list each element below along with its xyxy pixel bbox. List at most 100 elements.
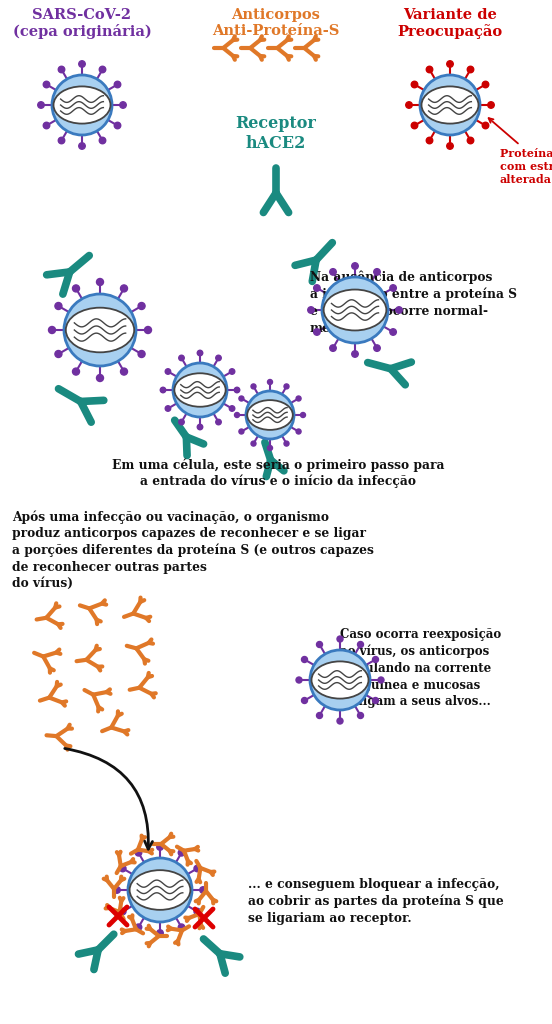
Circle shape bbox=[79, 142, 85, 150]
Circle shape bbox=[229, 406, 235, 412]
Circle shape bbox=[157, 930, 163, 936]
Circle shape bbox=[99, 137, 106, 143]
Circle shape bbox=[178, 850, 185, 856]
Text: Variante de
Preocupação: Variante de Preocupação bbox=[397, 8, 502, 39]
Circle shape bbox=[201, 441, 206, 446]
Circle shape bbox=[89, 420, 93, 425]
Text: Em uma célula, este seria o primeiro passo para
a entrada do vírus e o início da: Em uma célula, este seria o primeiro pas… bbox=[112, 458, 444, 488]
Ellipse shape bbox=[247, 400, 293, 430]
Ellipse shape bbox=[174, 374, 226, 407]
Circle shape bbox=[49, 327, 56, 334]
Text: Anticorpos
Anti-Proteína-S: Anticorpos Anti-Proteína-S bbox=[213, 8, 339, 38]
Circle shape bbox=[337, 718, 343, 724]
Circle shape bbox=[114, 122, 121, 129]
Text: Na ausência de anticorpos
a interação entre a proteína S
e a hACE2 ocorre normal: Na ausência de anticorpos a interação en… bbox=[310, 270, 517, 335]
Circle shape bbox=[447, 60, 453, 68]
Circle shape bbox=[411, 81, 418, 88]
Circle shape bbox=[97, 375, 104, 382]
Circle shape bbox=[138, 350, 145, 357]
Circle shape bbox=[352, 263, 358, 269]
Text: Receptor
hACE2: Receptor hACE2 bbox=[236, 115, 316, 152]
Circle shape bbox=[310, 280, 315, 284]
Ellipse shape bbox=[54, 86, 110, 124]
Circle shape bbox=[120, 285, 128, 292]
Ellipse shape bbox=[323, 290, 386, 331]
Circle shape bbox=[352, 351, 358, 357]
Circle shape bbox=[55, 350, 62, 357]
Circle shape bbox=[43, 122, 50, 129]
Circle shape bbox=[179, 419, 184, 425]
Circle shape bbox=[330, 268, 336, 275]
Circle shape bbox=[138, 302, 145, 309]
Circle shape bbox=[316, 713, 322, 719]
Circle shape bbox=[145, 327, 151, 334]
Circle shape bbox=[76, 951, 81, 956]
Circle shape bbox=[197, 424, 203, 430]
Circle shape bbox=[373, 697, 379, 703]
Circle shape bbox=[234, 387, 240, 393]
Circle shape bbox=[374, 268, 380, 275]
Circle shape bbox=[301, 697, 307, 703]
Text: Caso ocorra reexposição
ao vírus, os anticorpos
circulando na corrente
sanguínea: Caso ocorra reexposição ao vírus, os ant… bbox=[340, 628, 501, 709]
Circle shape bbox=[72, 285, 79, 292]
Circle shape bbox=[301, 656, 307, 663]
Circle shape bbox=[296, 429, 301, 434]
Circle shape bbox=[72, 368, 79, 375]
Ellipse shape bbox=[422, 86, 479, 124]
Circle shape bbox=[396, 307, 402, 313]
Circle shape bbox=[286, 210, 291, 215]
Circle shape bbox=[61, 292, 65, 297]
Circle shape bbox=[426, 67, 433, 73]
Text: Proteína S
com estrutura
alterada: Proteína S com estrutura alterada bbox=[489, 118, 552, 184]
Circle shape bbox=[165, 406, 171, 412]
Circle shape bbox=[59, 137, 65, 143]
Circle shape bbox=[373, 656, 379, 663]
Circle shape bbox=[194, 865, 200, 871]
Circle shape bbox=[482, 81, 489, 88]
Circle shape bbox=[52, 75, 112, 135]
Circle shape bbox=[296, 396, 301, 401]
Circle shape bbox=[237, 954, 242, 959]
Circle shape bbox=[482, 122, 489, 129]
Circle shape bbox=[467, 137, 474, 143]
Circle shape bbox=[314, 329, 320, 335]
Circle shape bbox=[426, 137, 433, 143]
Circle shape bbox=[102, 398, 106, 402]
Circle shape bbox=[135, 924, 142, 931]
Circle shape bbox=[374, 345, 380, 351]
Circle shape bbox=[120, 368, 128, 375]
Ellipse shape bbox=[130, 870, 190, 910]
Text: ... e conseguem bloquear a infecção,
ao cobrir as partes da proteína S que
se li: ... e conseguem bloquear a infecção, ao … bbox=[248, 878, 504, 925]
Circle shape bbox=[314, 285, 320, 291]
Circle shape bbox=[160, 387, 166, 393]
Circle shape bbox=[59, 67, 65, 73]
Circle shape bbox=[64, 294, 136, 366]
Circle shape bbox=[216, 355, 221, 360]
Circle shape bbox=[239, 396, 244, 401]
Circle shape bbox=[120, 865, 126, 871]
Circle shape bbox=[293, 263, 298, 267]
Circle shape bbox=[128, 858, 192, 922]
Circle shape bbox=[223, 971, 227, 976]
Circle shape bbox=[409, 359, 413, 365]
Circle shape bbox=[406, 101, 412, 109]
Circle shape bbox=[246, 391, 294, 439]
Circle shape bbox=[185, 454, 189, 458]
Ellipse shape bbox=[66, 307, 134, 352]
Circle shape bbox=[261, 210, 266, 215]
Circle shape bbox=[55, 302, 62, 309]
Circle shape bbox=[44, 272, 49, 278]
Circle shape bbox=[264, 474, 269, 479]
Circle shape bbox=[251, 441, 256, 446]
Circle shape bbox=[330, 345, 336, 351]
Circle shape bbox=[337, 636, 343, 642]
Circle shape bbox=[120, 101, 126, 109]
Circle shape bbox=[296, 677, 302, 683]
Text: Após uma infecção ou vacinação, o organismo
produz anticorpos capazes de reconhe: Após uma infecção ou vacinação, o organi… bbox=[12, 510, 374, 590]
Circle shape bbox=[135, 850, 142, 856]
Circle shape bbox=[403, 382, 407, 387]
Circle shape bbox=[179, 355, 184, 360]
Circle shape bbox=[97, 279, 103, 286]
Circle shape bbox=[310, 650, 370, 710]
Circle shape bbox=[390, 285, 396, 291]
